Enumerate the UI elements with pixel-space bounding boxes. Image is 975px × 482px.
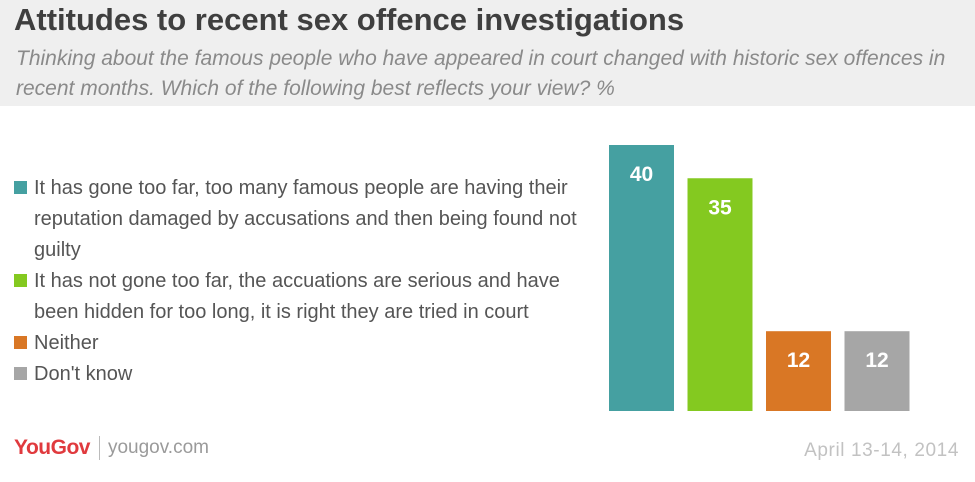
bar-value-label-dont-know: 12 <box>865 349 888 372</box>
legend-label-dont-know: Don't know <box>34 363 133 385</box>
legend-label-gone-too-far: It has gone too far, too many famous peo… <box>34 177 577 261</box>
chart-subtitle: Thinking about the famous people who hav… <box>16 47 946 100</box>
logo-text-you: You <box>14 436 51 459</box>
legend-label-neither: Neither <box>34 332 99 354</box>
source-url: yougov.com <box>107 437 209 458</box>
legend-item-gone-too-far: It has gone too far, too many famous peo… <box>14 173 599 266</box>
legend-label-not-gone-too-far: It has not gone too far, the accuations … <box>34 270 560 323</box>
legend: It has gone too far, too many famous peo… <box>14 173 599 390</box>
bar-chart: 40 35 12 12 <box>600 130 930 415</box>
chart-title: Attitudes to recent sex offence investig… <box>14 2 685 37</box>
logo-text-gov: Gov <box>50 436 91 459</box>
bar-neither <box>766 331 831 411</box>
yougov-logo: You Gov yougov.com <box>14 436 209 460</box>
legend-item-not-gone-too-far: It has not gone too far, the accuations … <box>14 266 599 328</box>
survey-date: April 13-14, 2014 <box>804 440 959 461</box>
bar-value-label-not-gone-too-far: 35 <box>708 196 732 219</box>
bar-not-gone-too-far <box>687 178 753 411</box>
bar-value-label-gone-too-far: 40 <box>630 163 653 186</box>
header-banner: Attitudes to recent sex offence investig… <box>0 0 975 106</box>
legend-item-dont-know: Don't know <box>14 359 599 390</box>
legend-swatch-neither <box>14 336 27 349</box>
logo-divider <box>98 436 100 460</box>
legend-item-neither: Neither <box>14 328 599 359</box>
bar-dont-know <box>844 331 910 411</box>
legend-swatch-gone-too-far <box>14 181 27 194</box>
legend-swatch-not-gone-too-far <box>14 274 27 287</box>
bar-value-label-neither: 12 <box>787 349 810 372</box>
legend-swatch-dont-know <box>14 367 27 380</box>
bar-chart-svg: 40 35 12 12 <box>609 145 910 411</box>
bar-gone-too-far <box>609 145 674 411</box>
